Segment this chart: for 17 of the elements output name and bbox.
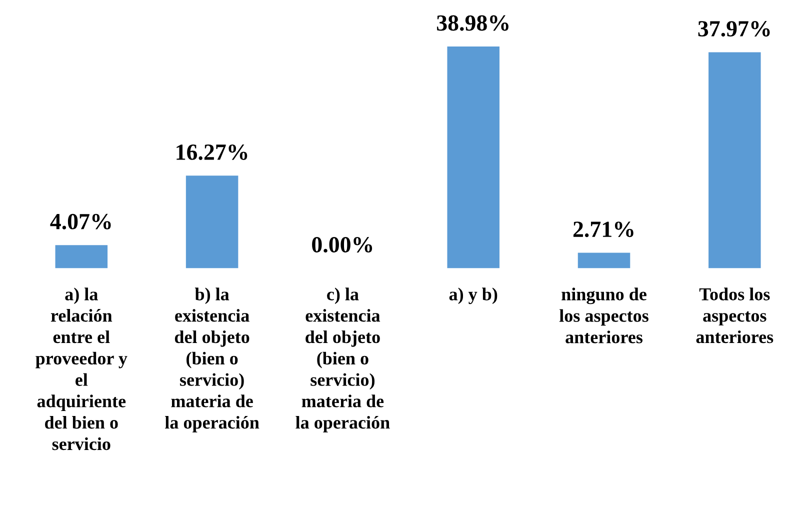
x-tick-label: Todos los aspectos anteriores bbox=[696, 288, 774, 344]
bar bbox=[55, 245, 108, 268]
data-label: 38.98% bbox=[436, 15, 508, 31]
data-label: 37.97% bbox=[698, 21, 770, 37]
bar bbox=[186, 176, 238, 268]
data-label: 0.00% bbox=[312, 236, 372, 253]
bar bbox=[578, 252, 630, 268]
bar bbox=[708, 52, 761, 268]
x-tick-label: c) la existencia del objeto (bien o servicio) materia de la operación bbox=[296, 288, 390, 432]
bar bbox=[447, 46, 500, 268]
x-tick-label: a) la relación entre el proveedor y el adquiriente del bien o servicio bbox=[36, 288, 128, 450]
x-tick-label: b) la existencia del objeto (bien o servicio) materia de la operación bbox=[165, 288, 260, 432]
data-label: 2.71% bbox=[573, 222, 634, 238]
data-label: 16.27% bbox=[176, 144, 248, 160]
data-label: 4.07% bbox=[50, 214, 111, 230]
x-tick-label: ninguno de los aspectos anteriores bbox=[559, 288, 648, 344]
x-tick-label: a) y b) bbox=[449, 288, 498, 304]
